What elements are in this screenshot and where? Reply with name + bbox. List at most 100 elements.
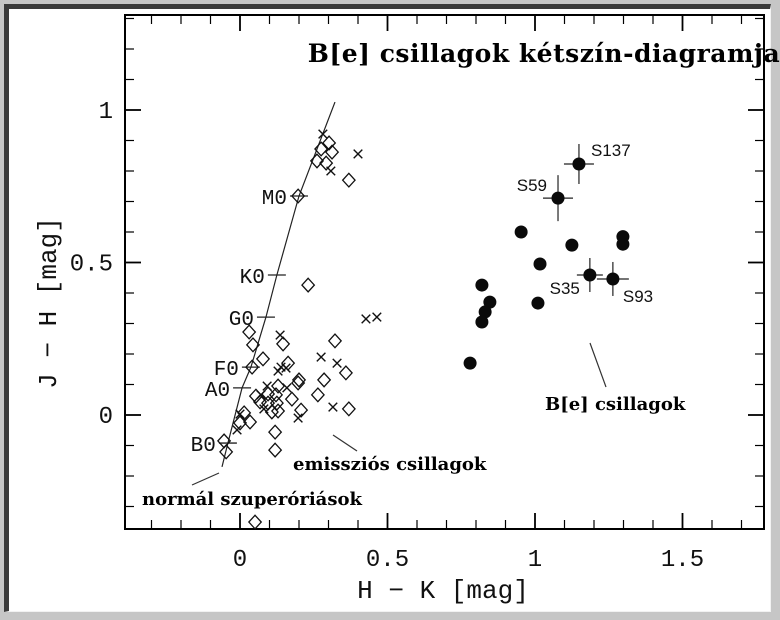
- supergiant-diamond-marker: [327, 333, 343, 349]
- x-axis-label: H − K [mag]: [357, 576, 529, 606]
- supergiant-diamond-marker: [310, 387, 325, 403]
- supergiant-diamond-marker: [268, 387, 284, 403]
- plot-frame: [124, 14, 765, 530]
- supergiant-diamond-marker: [281, 355, 296, 371]
- emission-x-marker: [293, 413, 303, 423]
- star-label: S35: [550, 279, 580, 298]
- supergiant-diamond-marker: [319, 155, 334, 171]
- supergiant-diamond-marker: [270, 378, 286, 394]
- annotation-normal-supergiants: normál szuperóriások: [142, 489, 362, 510]
- star-label: S93: [623, 287, 653, 306]
- supergiant-diamond-marker: [242, 414, 258, 430]
- supergiant-diamond-marker: [341, 172, 356, 188]
- supergiant-diamond-marker: [309, 153, 325, 169]
- plot-panel: [4, 4, 771, 612]
- supergiant-diamond-marker: [324, 144, 340, 160]
- be-star-marker: [463, 356, 477, 370]
- emission-stars-pointer-line: [332, 434, 358, 452]
- supergiants-pointer-line: [191, 472, 220, 486]
- be-star-marker: [606, 272, 620, 286]
- supergiant-diamond-marker: [242, 324, 257, 340]
- emission-x-marker: [235, 409, 245, 419]
- be-star-marker: [475, 278, 489, 292]
- emission-x-marker: [232, 425, 242, 435]
- emission-x-marker: [328, 402, 338, 412]
- emission-x-marker: [256, 390, 266, 400]
- be-star-marker: [531, 296, 545, 310]
- y-tick-label: 1: [99, 99, 113, 126]
- supergiant-diamond-marker: [301, 277, 316, 293]
- supergiant-diamond-marker: [264, 404, 279, 420]
- y-tick-label: 0: [99, 404, 113, 431]
- emission-x-marker: [361, 314, 371, 324]
- be-star-marker: [478, 305, 492, 319]
- annotation-be-stars: B[e] csillagok: [545, 394, 686, 415]
- supergiant-diamond-marker: [341, 401, 356, 417]
- supergiant-diamond-marker: [219, 444, 234, 460]
- supergiant-diamond-marker: [237, 405, 252, 421]
- be-star-marker: [565, 238, 579, 252]
- be-star-marker: [533, 257, 547, 271]
- supergiant-diamond-marker: [293, 402, 309, 418]
- supergiant-diamond-marker: [255, 351, 271, 367]
- emission-x-marker: [332, 358, 342, 368]
- axes-layer: [124, 14, 765, 530]
- emission-x-marker: [262, 381, 272, 391]
- supergiant-diamond-marker: [275, 336, 291, 352]
- supergiant-diamond-marker: [316, 372, 332, 388]
- chart-title: B[e] csillagok kétszín-diagramja: [308, 39, 780, 68]
- x-tick-label: 1: [528, 547, 542, 574]
- supergiant-diamond-marker: [247, 514, 263, 530]
- emission-x-marker: [281, 363, 291, 373]
- supergiant-diamond-marker: [284, 391, 299, 407]
- emission-x-marker: [282, 383, 292, 393]
- supergiant-sequence-line: [221, 101, 336, 467]
- supergiant-diamond-marker: [268, 442, 283, 458]
- emission-x-marker: [276, 362, 286, 372]
- emission-x-marker: [318, 129, 328, 139]
- supergiant-diamond-marker: [245, 359, 260, 375]
- emission-x-marker: [326, 166, 336, 176]
- spectral-type-label: M0: [262, 188, 287, 211]
- be-star-marker: [551, 191, 565, 205]
- be-star-marker: [483, 295, 497, 309]
- spectral-type-label: G0: [229, 309, 254, 332]
- be-star-marker: [514, 225, 528, 239]
- star-label: S137: [591, 141, 631, 160]
- be-star-marker: [475, 315, 489, 329]
- spectral-type-label: F0: [214, 359, 239, 382]
- supergiant-diamond-marker: [291, 188, 306, 204]
- data-layer: [216, 101, 630, 530]
- supergiant-diamond-marker: [245, 337, 261, 353]
- be-star-marker: [616, 237, 630, 251]
- spectral-type-label: A0: [205, 380, 230, 403]
- x-tick-label: 0: [233, 547, 247, 574]
- emission-x-marker: [316, 352, 326, 362]
- be-star-marker: [572, 157, 586, 171]
- supergiant-diamond-marker: [268, 424, 283, 440]
- x-tick-label: 1.5: [661, 547, 704, 574]
- supergiant-diamond-marker: [270, 403, 286, 419]
- be-stars-pointer-line: [589, 342, 607, 388]
- spectral-type-label: K0: [240, 267, 265, 290]
- spectral-type-label: B0: [191, 435, 216, 458]
- supergiant-diamond-marker: [338, 365, 353, 381]
- emission-x-marker: [259, 404, 269, 414]
- supergiant-diamond-marker: [291, 375, 306, 391]
- y-axis-label: J − H [mag]: [34, 217, 64, 389]
- y-tick-label: 0.5: [70, 252, 113, 279]
- emission-x-marker: [353, 149, 363, 159]
- be-star-marker: [583, 268, 597, 282]
- star-label: S59: [517, 176, 547, 195]
- supergiant-diamond-marker: [314, 141, 329, 157]
- annotation-emission-stars: emissziós csillagok: [293, 454, 487, 475]
- supergiant-diamond-marker: [291, 372, 307, 388]
- x-tick-label: 0.5: [366, 547, 409, 574]
- emission-x-marker: [372, 312, 382, 322]
- emission-x-marker: [275, 330, 285, 340]
- supergiant-diamond-marker: [232, 415, 248, 431]
- emission-x-marker: [273, 366, 283, 376]
